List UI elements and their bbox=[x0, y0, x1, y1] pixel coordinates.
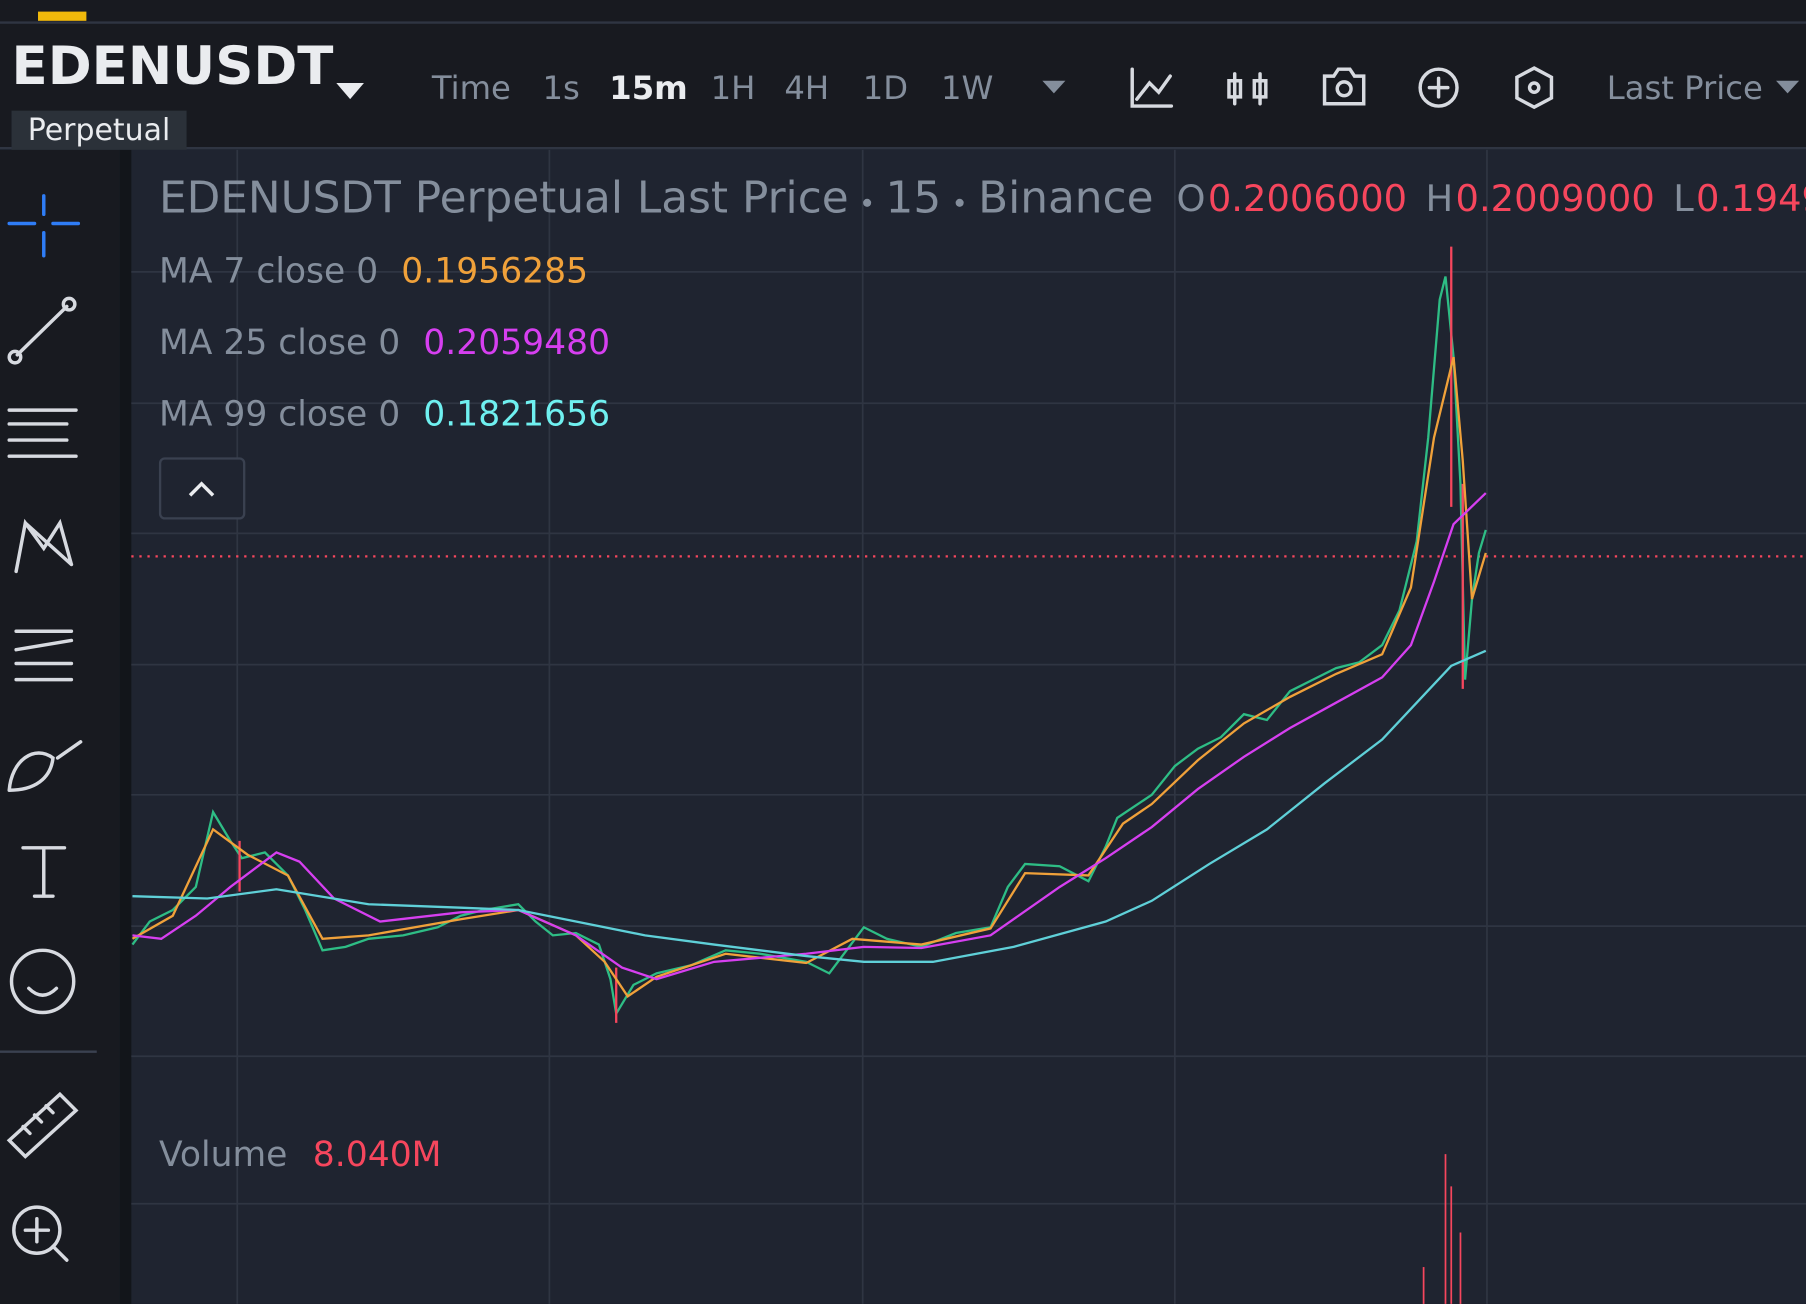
ohlc-value: 0.1949000 bbox=[1696, 177, 1806, 220]
line-tool[interactable] bbox=[15, 304, 69, 357]
interval-dropdown[interactable] bbox=[1042, 80, 1066, 94]
interval-option[interactable]: 1D bbox=[863, 69, 908, 107]
volume-value: 8.040M bbox=[313, 1135, 442, 1175]
ohlc-label: O bbox=[1177, 177, 1206, 220]
volume-label: Volume bbox=[159, 1135, 287, 1175]
header-bar bbox=[0, 0, 1806, 148]
grid bbox=[131, 149, 1806, 1304]
indicator-name: MA 25 close 0 bbox=[159, 323, 400, 363]
toolbar-edge bbox=[119, 149, 132, 1304]
indicator-value: 0.2059480 bbox=[423, 323, 610, 363]
ma25-line bbox=[132, 492, 1487, 981]
price-line bbox=[131, 276, 1487, 1017]
collapse-button[interactable] bbox=[158, 457, 246, 520]
handle bbox=[7, 349, 23, 365]
interval-option[interactable]: 1s bbox=[542, 69, 579, 107]
fib-tool[interactable] bbox=[14, 629, 74, 682]
add-icon[interactable] bbox=[1418, 67, 1459, 108]
indicator-name: MA 7 close 0 bbox=[159, 252, 378, 292]
ohlc-label: H bbox=[1426, 177, 1454, 220]
settings-dot bbox=[1527, 81, 1541, 94]
emoji-smile bbox=[27, 986, 59, 997]
indicator-value: 0.1956285 bbox=[401, 252, 588, 292]
ohlc-label: L bbox=[1673, 177, 1694, 220]
chart-legend: EDENUSDT Perpetual Last Price 15 Binance O… bbox=[159, 173, 1806, 224]
add-cross bbox=[1427, 76, 1450, 99]
settings-icon[interactable] bbox=[1515, 66, 1554, 110]
text-tool[interactable] bbox=[21, 846, 67, 898]
symbol[interactable]: EDENUSDT bbox=[12, 36, 334, 97]
brush-tool[interactable] bbox=[7, 740, 83, 792]
screenshot-icon[interactable] bbox=[1322, 67, 1366, 106]
tab-indicator bbox=[38, 11, 87, 21]
separator-dot bbox=[863, 198, 872, 207]
indicator-icon[interactable] bbox=[1130, 67, 1174, 108]
interval-option[interactable]: 4H bbox=[784, 69, 829, 107]
drawing-toolbar bbox=[0, 149, 120, 1304]
ma99-line bbox=[132, 649, 1487, 963]
screenshot-lens bbox=[1335, 80, 1353, 98]
ruler-tool[interactable] bbox=[6, 1091, 79, 1159]
collapse-icon bbox=[188, 481, 215, 497]
price-type-dropdown[interactable] bbox=[1776, 80, 1800, 94]
interval-option[interactable]: Time bbox=[431, 69, 511, 107]
indicator-value: 0.1821656 bbox=[423, 394, 610, 434]
ohlc-value: 0.2009000 bbox=[1456, 177, 1655, 220]
chart-type-icon[interactable] bbox=[1227, 72, 1268, 106]
contract-type: Perpetual bbox=[28, 113, 171, 148]
contract-badge bbox=[11, 110, 187, 150]
volume-bars bbox=[1422, 1154, 1462, 1304]
zoom-tool[interactable] bbox=[12, 1205, 62, 1255]
legend-title: EDENUSDT Perpetual Last Price bbox=[159, 173, 849, 224]
zoom-cross bbox=[23, 1216, 69, 1262]
interval-option[interactable]: 1W bbox=[941, 69, 993, 107]
interval-option[interactable]: 1H bbox=[711, 69, 756, 107]
parallel-tool[interactable] bbox=[7, 408, 78, 458]
pattern-tool[interactable] bbox=[14, 518, 74, 574]
emoji-tool[interactable] bbox=[9, 948, 76, 1015]
indicator-name: MA 99 close 0 bbox=[159, 394, 400, 434]
interval-bar: Time 1s 15m 1H 4H 1D 1W bbox=[431, 69, 993, 107]
separator-dot bbox=[955, 198, 964, 207]
ma7-line bbox=[131, 356, 1487, 998]
toolbar-icons bbox=[1130, 66, 1554, 110]
ohlc-value: 0.2006000 bbox=[1208, 177, 1407, 220]
price-type[interactable]: Last Price bbox=[1607, 69, 1763, 107]
legend-exchange: Binance bbox=[978, 173, 1153, 224]
drawing-tools bbox=[6, 194, 83, 1262]
symbol-dropdown[interactable] bbox=[336, 83, 364, 100]
handle bbox=[61, 296, 77, 312]
crosshair-tool[interactable] bbox=[7, 194, 81, 258]
interval-option[interactable]: 15m bbox=[609, 69, 687, 107]
legend-interval: 15 bbox=[886, 173, 942, 224]
